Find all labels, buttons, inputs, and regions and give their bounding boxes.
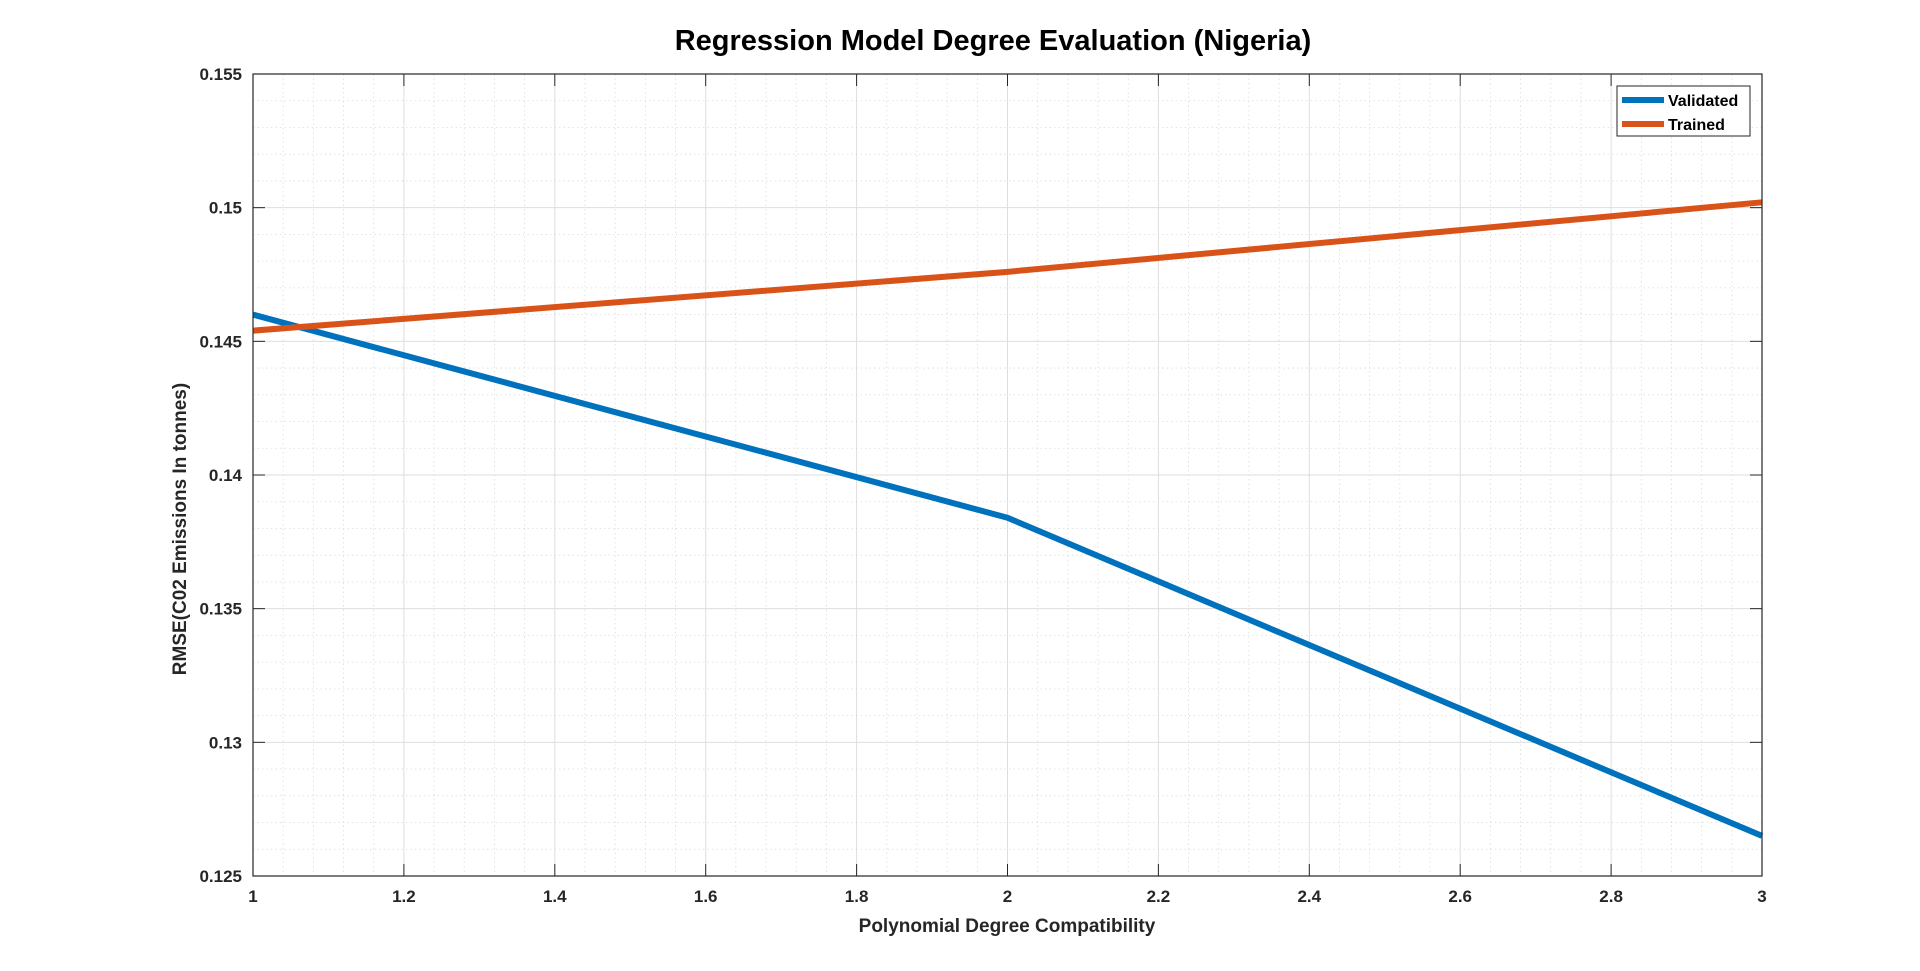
legend-label-validated: Validated (1668, 93, 1738, 110)
y-tick-label: 0.145 (199, 332, 242, 351)
legend-box (1616, 85, 1751, 137)
y-tick-label: 0.125 (199, 867, 242, 886)
x-tick-label: 1.2 (392, 887, 416, 906)
y-tick-label: 0.155 (199, 65, 242, 84)
x-tick-label: 1.6 (694, 887, 718, 906)
y-tick-label: 0.14 (209, 466, 243, 485)
x-tick-label: 1.8 (845, 887, 869, 906)
x-tick-label: 2.4 (1297, 887, 1321, 906)
y-axis-label: RMSE(C02 Emissions In tonnes) (170, 383, 191, 675)
x-tick-label: 1 (248, 887, 257, 906)
series-line-trained (252, 199, 1763, 334)
y-tick-label: 0.15 (209, 199, 242, 218)
y-tick-labels: 0.125 0.13 0.135 0.14 0.145 0.15 0.155 (199, 65, 242, 886)
legend-label-trained: Trained (1668, 117, 1725, 134)
x-tick-label: 2.2 (1147, 887, 1171, 906)
x-tick-label: 2.6 (1448, 887, 1472, 906)
tick-marks (252, 73, 1763, 877)
legend: Validated Trained (1616, 85, 1751, 137)
x-tick-labels: 1 1.2 1.4 1.6 1.8 2 2.2 2.4 2.6 2.8 3 (248, 887, 1766, 906)
x-axis-label: Polynomial Degree Compatibility (859, 916, 1156, 937)
chart-title: Regression Model Degree Evaluation (Nige… (675, 25, 1312, 57)
x-tick-label: 2 (1003, 887, 1012, 906)
y-tick-label: 0.135 (199, 600, 242, 619)
series-line-validated (252, 311, 1764, 839)
x-tick-label: 1.4 (543, 887, 567, 906)
x-tick-label: 3 (1757, 887, 1766, 906)
series-layer (252, 199, 1764, 839)
x-tick-label: 2.8 (1599, 887, 1623, 906)
y-tick-label: 0.13 (209, 733, 242, 752)
